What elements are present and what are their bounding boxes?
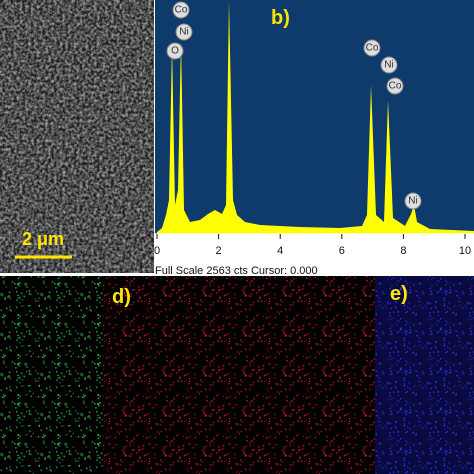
map-red-dots (103, 276, 375, 474)
peak-label: Co (366, 43, 379, 54)
peak-marker (404, 192, 422, 210)
tick-label: 6 (339, 245, 345, 257)
spectrum-footer: Full Scale 2563 cts Cursor: 0.000 (155, 265, 318, 277)
peak-label: O (171, 46, 179, 57)
scale-bar-label: 2 μm (22, 229, 64, 249)
peak-marker (166, 42, 184, 60)
peak-label: Ni (384, 60, 393, 71)
axis-band (155, 234, 474, 261)
sem-texture (0, 0, 154, 273)
x-ticks: 0 2 4 6 8 10 (154, 234, 471, 257)
peak-label: Ni (408, 196, 417, 207)
tick-label: 8 (400, 245, 406, 257)
tick-label: 2 (216, 245, 222, 257)
panel-label: d) (112, 286, 131, 308)
tick-label: 10 (459, 245, 471, 257)
peak-marker (363, 39, 381, 57)
peak-marker (172, 1, 190, 19)
panel-label: e) (390, 283, 408, 305)
peak-label: Co (389, 81, 402, 92)
panel-label: b) (271, 7, 290, 29)
peak-marker (386, 77, 404, 95)
peak-label: Co (175, 5, 188, 16)
map-blue-dots (375, 276, 474, 474)
tick-label: 0 (154, 245, 160, 257)
peak-marker (175, 23, 193, 41)
peak-marker (380, 56, 398, 74)
tick-label: 4 (277, 245, 283, 257)
peak-label: Ni (179, 27, 188, 38)
map-green-dots (0, 276, 103, 474)
